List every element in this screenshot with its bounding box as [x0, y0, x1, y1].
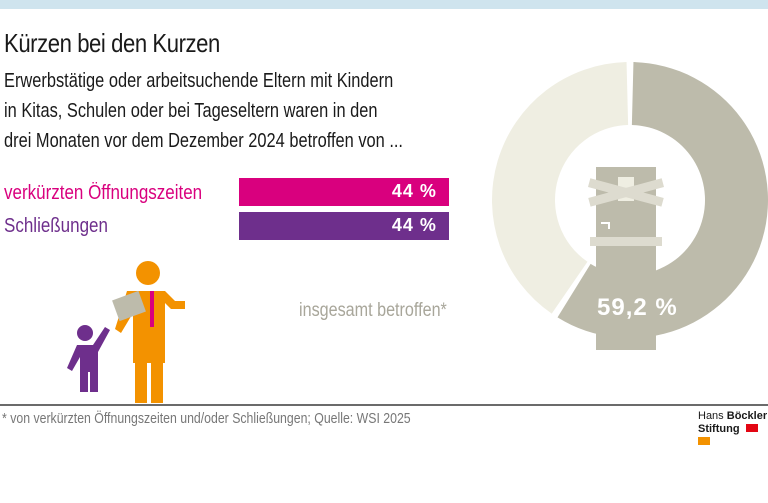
bar-value-opening-hours: 44 %	[391, 181, 437, 201]
page-title: Kürzen bei den Kurzen	[4, 28, 220, 58]
donut-slice-rest	[491, 62, 629, 314]
hans-boeckler-logo: Hans Böckler Stiftung	[698, 410, 768, 449]
bar-closures: 44 %	[239, 212, 449, 240]
parent-figure	[115, 261, 185, 403]
donut-slice-affected	[557, 62, 768, 338]
subtitle-line-2: in Kitas, Schulen oder bei Tageseltern w…	[4, 100, 378, 122]
donut-value: 59,2 %	[597, 294, 678, 321]
donut-chart	[491, 62, 768, 350]
footnote: * von verkürzten Öffnungszeiten und/oder…	[2, 410, 411, 427]
footer-divider	[0, 404, 768, 406]
donut-label: insgesamt betroffen*	[299, 300, 447, 321]
top-band	[0, 0, 768, 9]
tie	[150, 291, 154, 327]
child-figure	[67, 325, 110, 392]
bar-opening-hours: 44 %	[239, 178, 449, 206]
bar-value-closures: 44 %	[391, 215, 437, 235]
boarded-door-illustration	[588, 167, 664, 350]
bar-label-closures: Schließungen	[4, 215, 108, 237]
bar-label-opening-hours: verkürzten Öffnungszeiten	[4, 182, 203, 204]
subtitle-line-1: Erwerbstätige oder arbeitsuchende Eltern…	[4, 70, 394, 92]
subtitle-line-3: drei Monaten vor dem Dezember 2024 betro…	[4, 130, 403, 152]
briefcase	[112, 290, 146, 322]
parent-with-child-illustration	[67, 261, 185, 403]
